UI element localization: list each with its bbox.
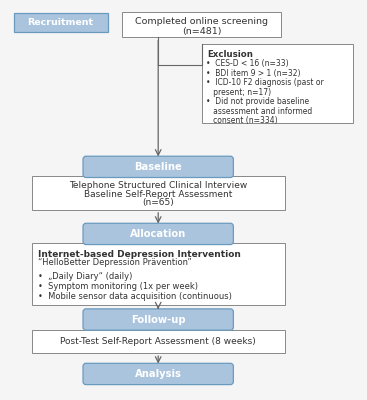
Text: •  „Daily Diary“ (daily): • „Daily Diary“ (daily) xyxy=(38,272,132,281)
FancyBboxPatch shape xyxy=(83,363,233,385)
Text: “HelloBetter Depression Prävention”: “HelloBetter Depression Prävention” xyxy=(38,258,192,266)
FancyBboxPatch shape xyxy=(32,176,285,210)
Text: Follow-up: Follow-up xyxy=(131,314,185,324)
Text: Exclusion: Exclusion xyxy=(207,50,253,59)
Text: Analysis: Analysis xyxy=(135,369,182,379)
Text: Internet-based Depression Intervention: Internet-based Depression Intervention xyxy=(38,250,241,259)
Text: •  Mobile sensor data acquisition (continuous): • Mobile sensor data acquisition (contin… xyxy=(38,292,232,301)
Text: Allocation: Allocation xyxy=(130,229,186,239)
FancyBboxPatch shape xyxy=(32,243,285,304)
FancyBboxPatch shape xyxy=(83,156,233,178)
FancyBboxPatch shape xyxy=(32,330,285,353)
Text: •  BDI item 9 > 1 (n=32): • BDI item 9 > 1 (n=32) xyxy=(206,69,301,78)
FancyBboxPatch shape xyxy=(83,223,233,244)
Text: •  CES-D < 16 (n=33): • CES-D < 16 (n=33) xyxy=(206,59,288,68)
Text: •  Symptom monitoring (1x per week): • Symptom monitoring (1x per week) xyxy=(38,282,198,291)
FancyBboxPatch shape xyxy=(83,309,233,330)
Text: Recruitment: Recruitment xyxy=(28,18,94,27)
Text: present; n=17): present; n=17) xyxy=(206,88,271,96)
Text: Post-Test Self-Report Assessment (8 weeks): Post-Test Self-Report Assessment (8 week… xyxy=(60,337,256,346)
Text: (n=481): (n=481) xyxy=(182,27,221,36)
FancyBboxPatch shape xyxy=(201,44,353,123)
Text: Baseline Self-Report Assessment: Baseline Self-Report Assessment xyxy=(84,190,232,199)
Text: •  ICD-10 F2 diagnosis (past or: • ICD-10 F2 diagnosis (past or xyxy=(206,78,324,87)
Text: consent (n=334): consent (n=334) xyxy=(206,116,277,125)
Text: Telephone Structured Clinical Interview: Telephone Structured Clinical Interview xyxy=(69,182,247,190)
Text: Completed online screening: Completed online screening xyxy=(135,17,268,26)
FancyBboxPatch shape xyxy=(122,12,281,38)
Text: assessment and informed: assessment and informed xyxy=(206,106,312,116)
FancyBboxPatch shape xyxy=(14,14,108,32)
Text: •  Did not provide baseline: • Did not provide baseline xyxy=(206,97,309,106)
Text: (n=65): (n=65) xyxy=(142,198,174,207)
Text: Baseline: Baseline xyxy=(134,162,182,172)
